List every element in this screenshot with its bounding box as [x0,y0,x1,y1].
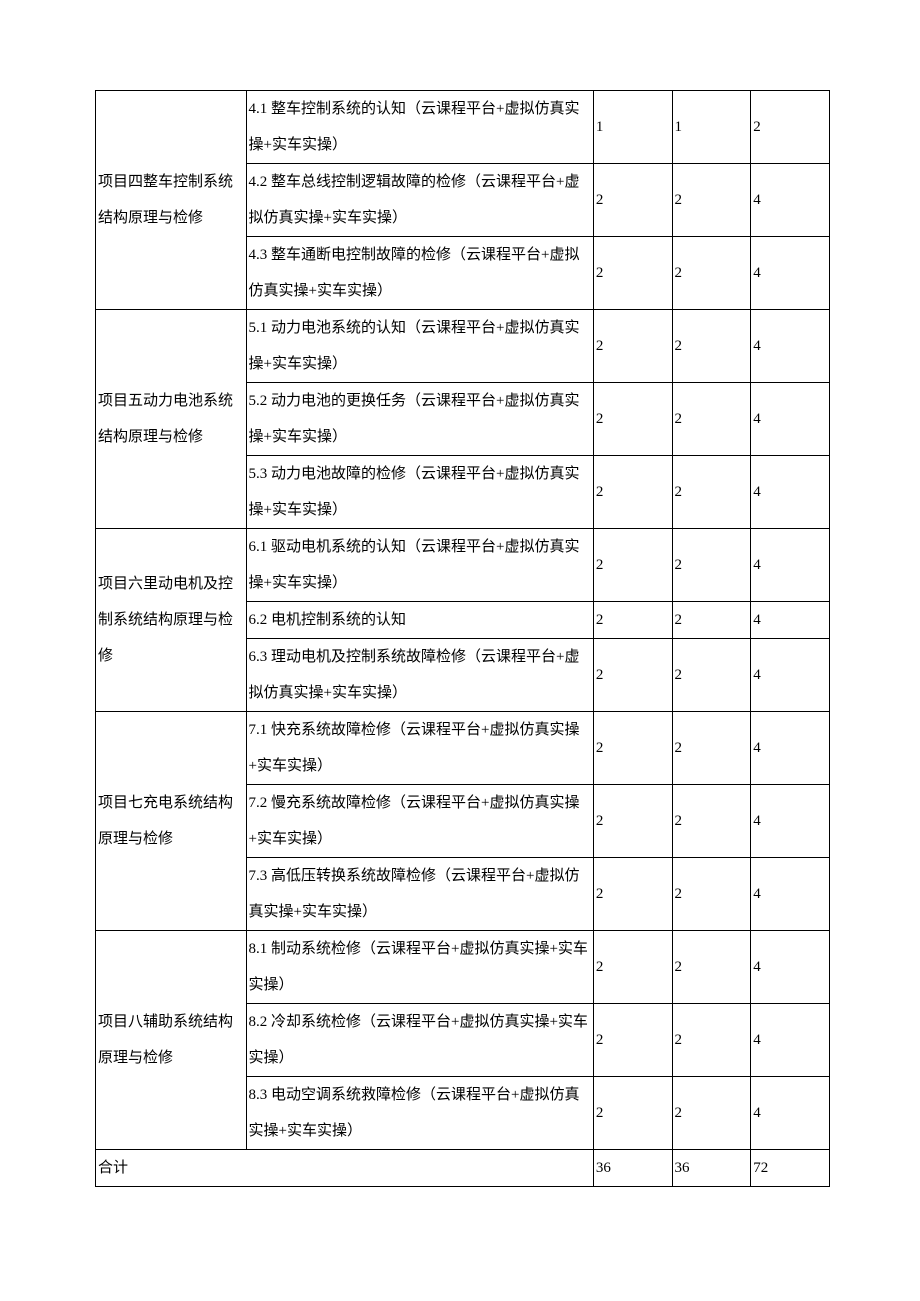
total-label-cell: 合计 [96,1150,594,1187]
hours-n3-cell: 4 [751,931,830,1004]
task-cell: 4.3 整车通断电控制故障的检修（云课程平台+虚拟仿真实操+实车实操） [246,237,593,310]
hours-n2-cell: 2 [672,785,751,858]
hours-n3-cell: 4 [751,785,830,858]
hours-n3-cell: 4 [751,1077,830,1150]
hours-n3-cell: 4 [751,712,830,785]
task-cell: 6.2 电机控制系统的认知 [246,602,593,639]
hours-n1-cell: 2 [593,310,672,383]
hours-n2-cell: 2 [672,639,751,712]
hours-n2-cell: 2 [672,237,751,310]
hours-n3-cell: 4 [751,858,830,931]
task-cell: 7.2 慢充系统故障检修（云课程平台+虚拟仿真实操+实车实操） [246,785,593,858]
task-cell: 4.1 整车控制系统的认知（云课程平台+虚拟仿真实操+实车实操） [246,91,593,164]
table-row: 项目八辅助系统结构原理与检修8.1 制动系统检修（云课程平台+虚拟仿真实操+实车… [96,931,830,1004]
project-cell: 项目四整车控制系统结构原理与检修 [96,91,247,310]
task-cell: 5.1 动力电池系统的认知（云课程平台+虚拟仿真实操+实车实操） [246,310,593,383]
hours-n2-cell: 2 [672,931,751,1004]
task-cell: 5.2 动力电池的更换任务（云课程平台+虚拟仿真实操+实车实操） [246,383,593,456]
hours-n1-cell: 2 [593,931,672,1004]
hours-n1-cell: 2 [593,639,672,712]
hours-n2-cell: 2 [672,712,751,785]
hours-n2-cell: 1 [672,91,751,164]
hours-n1-cell: 2 [593,1077,672,1150]
hours-n3-cell: 4 [751,456,830,529]
hours-n3-cell: 4 [751,310,830,383]
hours-n1-cell: 2 [593,529,672,602]
hours-n3-cell: 4 [751,639,830,712]
task-cell: 4.2 整车总线控制逻辑故障的检修（云课程平台+虚拟仿真实操+实车实操） [246,164,593,237]
task-cell: 8.2 冷却系统检修（云课程平台+虚拟仿真实操+实车实操） [246,1004,593,1077]
hours-n3-cell: 4 [751,237,830,310]
task-cell: 6.3 理动电机及控制系统故障检修（云课程平台+虚拟仿真实操+实车实操） [246,639,593,712]
hours-n1-cell: 2 [593,1004,672,1077]
table-row: 项目五动力电池系统结构原理与检修5.1 动力电池系统的认知（云课程平台+虚拟仿真… [96,310,830,383]
hours-n3-cell: 4 [751,383,830,456]
hours-n2-cell: 2 [672,1004,751,1077]
hours-n3-cell: 4 [751,1004,830,1077]
hours-n3-cell: 2 [751,91,830,164]
hours-n1-cell: 2 [593,858,672,931]
project-cell: 项目七充电系统结构原理与检修 [96,712,247,931]
hours-n2-cell: 2 [672,456,751,529]
table-row: 项目六里动电机及控制系统结构原理与检修6.1 驱动电机系统的认知（云课程平台+虚… [96,529,830,602]
hours-n2-cell: 2 [672,858,751,931]
task-cell: 8.1 制动系统检修（云课程平台+虚拟仿真实操+实车实操） [246,931,593,1004]
hours-n3-cell: 4 [751,529,830,602]
table-row: 项目四整车控制系统结构原理与检修4.1 整车控制系统的认知（云课程平台+虚拟仿真… [96,91,830,164]
hours-n1-cell: 2 [593,164,672,237]
table-row: 项目七充电系统结构原理与检修7.1 快充系统故障检修（云课程平台+虚拟仿真实操+… [96,712,830,785]
hours-n2-cell: 2 [672,1077,751,1150]
hours-n3-cell: 4 [751,602,830,639]
hours-n1-cell: 2 [593,602,672,639]
task-cell: 7.1 快充系统故障检修（云课程平台+虚拟仿真实操+实车实操） [246,712,593,785]
hours-n2-cell: 2 [672,310,751,383]
task-cell: 6.1 驱动电机系统的认知（云课程平台+虚拟仿真实操+实车实操） [246,529,593,602]
course-hours-table: 项目四整车控制系统结构原理与检修4.1 整车控制系统的认知（云课程平台+虚拟仿真… [95,90,830,1187]
hours-n1-cell: 2 [593,383,672,456]
hours-n2-cell: 2 [672,602,751,639]
hours-n2-cell: 2 [672,164,751,237]
hours-n1-cell: 2 [593,237,672,310]
task-cell: 5.3 动力电池故障的检修（云课程平台+虚拟仿真实操+实车实操） [246,456,593,529]
total-n3-cell: 72 [751,1150,830,1187]
task-cell: 7.3 高低压转换系统故障检修（云课程平台+虚拟仿真实操+实车实操） [246,858,593,931]
total-n1-cell: 36 [593,1150,672,1187]
hours-n2-cell: 2 [672,529,751,602]
hours-n2-cell: 2 [672,383,751,456]
hours-n1-cell: 2 [593,712,672,785]
hours-n1-cell: 1 [593,91,672,164]
project-cell: 项目六里动电机及控制系统结构原理与检修 [96,529,247,712]
project-cell: 项目五动力电池系统结构原理与检修 [96,310,247,529]
hours-n1-cell: 2 [593,785,672,858]
project-cell: 项目八辅助系统结构原理与检修 [96,931,247,1150]
task-cell: 8.3 电动空调系统救障检修（云课程平台+虚拟仿真实操+实车实操） [246,1077,593,1150]
hours-n1-cell: 2 [593,456,672,529]
total-n2-cell: 36 [672,1150,751,1187]
total-row: 合计363672 [96,1150,830,1187]
hours-n3-cell: 4 [751,164,830,237]
